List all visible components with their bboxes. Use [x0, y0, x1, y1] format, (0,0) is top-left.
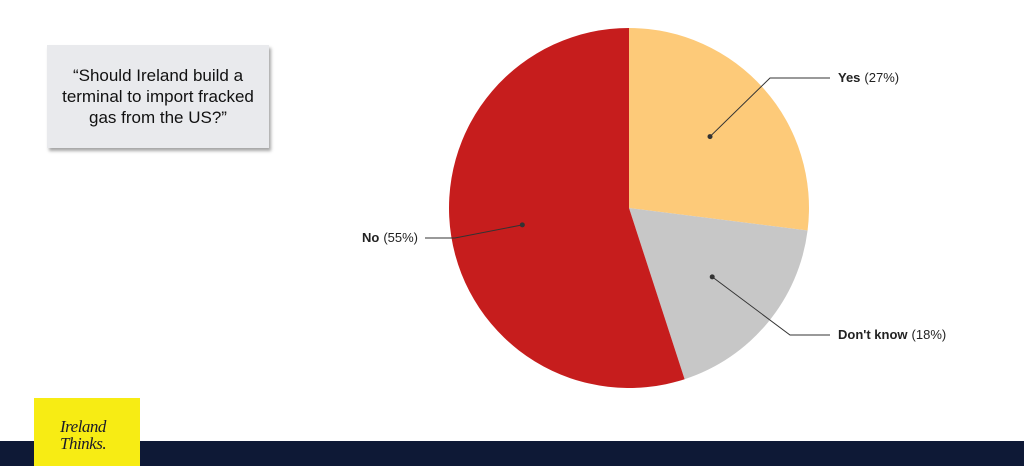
slice-label: Don't know (18%) [838, 327, 946, 342]
chart: Yes (27%) Don't know (18%) No (55%) [362, 28, 946, 388]
leader-dot [709, 274, 715, 280]
slice-label: No (55%) [362, 230, 418, 245]
slice-value-label: (18%) [912, 327, 947, 342]
slice-value-label: (27%) [864, 70, 899, 85]
logo: Ireland Thinks. [34, 398, 140, 466]
leader-dot [707, 134, 713, 140]
leader-line [711, 276, 830, 336]
slice-name: Don't know [838, 327, 908, 342]
footer-bar [0, 441, 1024, 466]
slice-name: No [362, 230, 379, 245]
leader-dot [519, 222, 525, 228]
pie-slice [629, 208, 808, 380]
logo-line: Ireland [60, 417, 106, 436]
pie-slice [629, 28, 809, 231]
question-box: “Should Ireland build a terminal to impo… [47, 45, 269, 148]
slice-name: Yes [838, 70, 860, 85]
leader-line [425, 224, 523, 239]
logo-line: Thinks. [60, 434, 107, 453]
leader-line [709, 77, 830, 137]
slice-label: Yes (27%) [838, 70, 899, 85]
slice-value-label: (55%) [383, 230, 418, 245]
pie-slice [449, 28, 685, 388]
